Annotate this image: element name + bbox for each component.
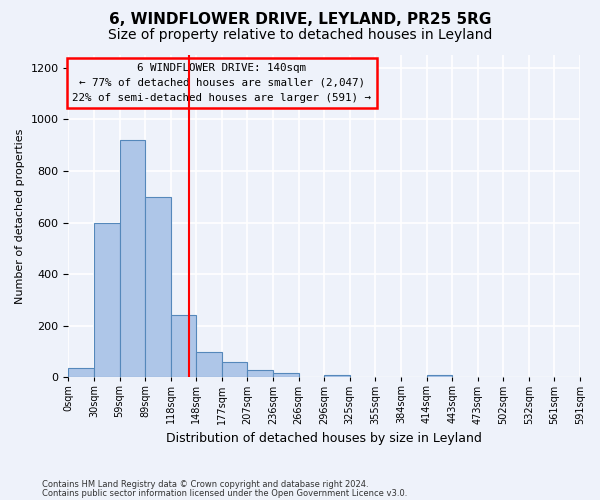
Bar bbox=[145, 197, 171, 378]
Bar bbox=[427, 375, 452, 378]
Text: Contains HM Land Registry data © Crown copyright and database right 2024.: Contains HM Land Registry data © Crown c… bbox=[42, 480, 368, 489]
Bar bbox=[171, 316, 196, 378]
Bar bbox=[247, 370, 273, 378]
Text: 6 WINDFLOWER DRIVE: 140sqm
← 77% of detached houses are smaller (2,047)
22% of s: 6 WINDFLOWER DRIVE: 140sqm ← 77% of deta… bbox=[73, 63, 371, 102]
Text: Contains public sector information licensed under the Open Government Licence v3: Contains public sector information licen… bbox=[42, 489, 407, 498]
Bar bbox=[196, 352, 222, 378]
Bar bbox=[68, 368, 94, 378]
Y-axis label: Number of detached properties: Number of detached properties bbox=[15, 128, 25, 304]
Bar bbox=[119, 140, 145, 378]
Text: Size of property relative to detached houses in Leyland: Size of property relative to detached ho… bbox=[108, 28, 492, 42]
Text: 6, WINDFLOWER DRIVE, LEYLAND, PR25 5RG: 6, WINDFLOWER DRIVE, LEYLAND, PR25 5RG bbox=[109, 12, 491, 28]
Bar bbox=[273, 374, 299, 378]
X-axis label: Distribution of detached houses by size in Leyland: Distribution of detached houses by size … bbox=[166, 432, 482, 445]
Bar bbox=[222, 362, 247, 378]
Bar bbox=[94, 222, 119, 378]
Bar bbox=[324, 375, 350, 378]
